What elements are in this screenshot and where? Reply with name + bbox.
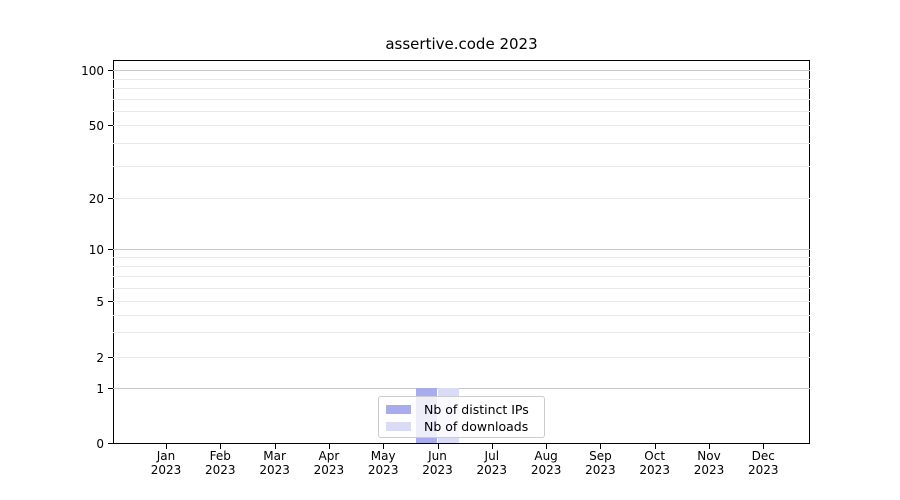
legend-label-distinct-ips: Nb of distinct IPs bbox=[424, 402, 529, 417]
y-axis-tick bbox=[108, 388, 113, 389]
minor-gridline bbox=[113, 125, 810, 126]
minor-gridline bbox=[113, 357, 810, 358]
minor-gridline bbox=[113, 198, 810, 199]
legend-swatch-downloads bbox=[386, 422, 411, 431]
x-axis-label: Dec 2023 bbox=[748, 449, 779, 477]
x-axis-tick bbox=[166, 444, 167, 449]
x-axis-tick bbox=[437, 444, 439, 449]
y-axis-label: 20 bbox=[88, 191, 104, 206]
x-axis-tick bbox=[220, 444, 222, 449]
x-axis-label: Feb 2023 bbox=[205, 449, 236, 477]
minor-gridline bbox=[113, 78, 810, 80]
x-axis-tick bbox=[763, 444, 765, 449]
x-axis-label: Nov 2023 bbox=[693, 449, 725, 477]
x-axis-tick bbox=[654, 444, 656, 449]
major-gridline bbox=[113, 70, 810, 71]
y-axis-label: 10 bbox=[88, 242, 104, 257]
y-axis-label: 5 bbox=[96, 294, 104, 309]
x-axis-label: May 2023 bbox=[367, 449, 399, 477]
minor-gridline bbox=[113, 301, 810, 302]
minor-gridline bbox=[113, 99, 810, 100]
y-axis-tick bbox=[108, 198, 113, 199]
x-axis-label: Jan 2023 bbox=[150, 449, 182, 477]
legend-swatch-distinct-ips bbox=[386, 405, 411, 414]
minor-gridline bbox=[113, 266, 810, 267]
chart-title: assertive.code 2023 bbox=[385, 35, 538, 53]
x-axis-label: Jun 2023 bbox=[422, 449, 453, 477]
minor-gridline bbox=[113, 276, 810, 277]
major-gridline bbox=[113, 249, 810, 250]
y-axis-tick bbox=[108, 70, 113, 71]
x-axis-label: Oct 2023 bbox=[639, 449, 670, 477]
minor-gridline bbox=[113, 314, 810, 316]
y-axis-label: 100 bbox=[81, 63, 104, 78]
y-axis-label: 1 bbox=[96, 381, 104, 396]
y-axis-label: 50 bbox=[88, 118, 104, 133]
y-axis-tick bbox=[108, 357, 113, 358]
y-axis-label: 0 bbox=[96, 436, 104, 451]
major-gridline bbox=[113, 388, 810, 389]
minor-gridline bbox=[113, 165, 810, 167]
legend-item-distinct-ips: Nb of distinct IPs bbox=[386, 401, 544, 418]
y-axis-label: 2 bbox=[96, 350, 104, 365]
legend: Nb of distinct IPs Nb of downloads bbox=[378, 396, 545, 438]
y-axis-tick bbox=[108, 249, 113, 250]
legend-item-downloads: Nb of downloads bbox=[386, 418, 544, 435]
minor-gridline bbox=[113, 143, 810, 144]
x-axis-label: Sep 2023 bbox=[585, 449, 616, 477]
y-axis-tick bbox=[108, 443, 113, 444]
minor-gridline bbox=[113, 88, 810, 89]
plot-area bbox=[113, 60, 810, 444]
x-axis-tick bbox=[328, 444, 330, 449]
x-axis-label: Apr 2023 bbox=[313, 449, 345, 477]
x-axis-label: Mar 2023 bbox=[259, 449, 290, 477]
y-axis-tick bbox=[108, 125, 113, 126]
x-axis-tick bbox=[600, 444, 602, 449]
y-axis-tick bbox=[108, 301, 113, 302]
minor-gridline bbox=[113, 257, 810, 258]
x-axis-tick bbox=[383, 444, 385, 449]
minor-gridline bbox=[113, 332, 810, 333]
x-axis-tick bbox=[709, 444, 710, 449]
minor-gridline bbox=[113, 111, 810, 112]
x-axis-tick bbox=[546, 444, 548, 449]
x-axis-label: Jul 2023 bbox=[476, 449, 508, 477]
legend-label-downloads: Nb of downloads bbox=[424, 419, 529, 434]
minor-gridline bbox=[113, 287, 810, 289]
x-axis-label: Aug 2023 bbox=[530, 449, 562, 477]
x-axis-tick bbox=[491, 444, 493, 449]
x-axis-tick bbox=[274, 444, 276, 449]
